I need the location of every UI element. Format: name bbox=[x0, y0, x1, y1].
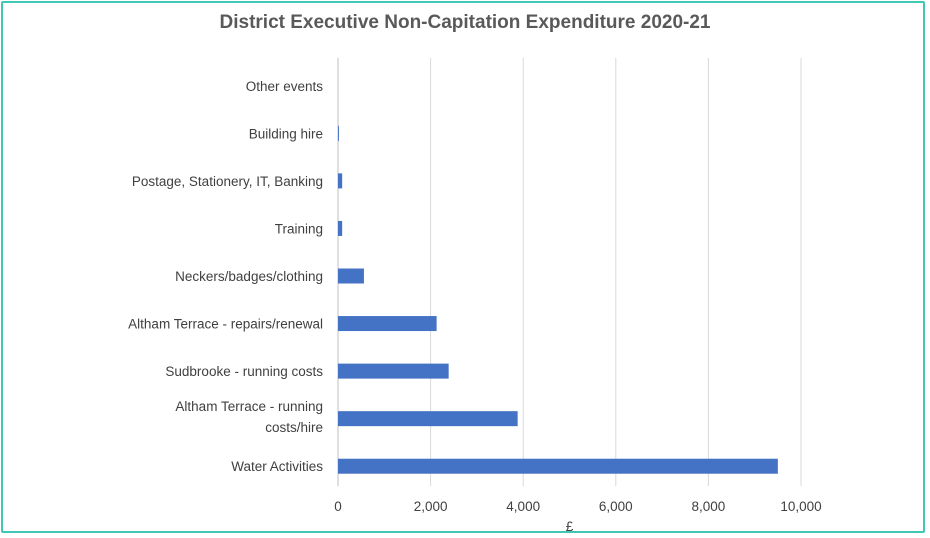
category-labels: Other events Building hire Postage, Statio… bbox=[128, 79, 323, 474]
bar bbox=[338, 125, 339, 141]
bar bbox=[338, 363, 449, 379]
bar bbox=[338, 268, 364, 284]
bar bbox=[338, 458, 778, 474]
x-tick-labels: 0 2,000 4,000 6,000 8,000 10,000 bbox=[334, 499, 821, 514]
category-label: Altham Terrace - repairs/renewal bbox=[128, 317, 323, 332]
x-tick-label: 10,000 bbox=[780, 499, 821, 514]
bars bbox=[338, 125, 778, 474]
category-label: Altham Terrace - running costs/hire bbox=[175, 399, 323, 435]
x-axis-label: £ bbox=[566, 519, 574, 534]
x-tick-label: 2,000 bbox=[414, 499, 448, 514]
category-label: Training bbox=[275, 221, 323, 236]
bar bbox=[338, 220, 343, 236]
x-tick-label: 0 bbox=[334, 499, 342, 514]
bar bbox=[338, 173, 343, 189]
x-tick-label: 6,000 bbox=[599, 499, 633, 514]
category-label: Neckers/badges/clothing bbox=[175, 269, 323, 284]
category-label: Postage, Stationery, IT, Banking bbox=[132, 174, 323, 189]
category-label: Building hire bbox=[249, 126, 323, 141]
chart-title: District Executive Non-Capitation Expend… bbox=[219, 12, 711, 33]
category-label: Water Activities bbox=[231, 459, 323, 474]
x-tick-label: 8,000 bbox=[692, 499, 726, 514]
bar bbox=[338, 316, 437, 332]
category-label: Sudbrooke - running costs bbox=[165, 364, 323, 379]
category-label: Other events bbox=[246, 79, 324, 94]
bar bbox=[338, 411, 518, 427]
x-tick-label: 4,000 bbox=[506, 499, 540, 514]
